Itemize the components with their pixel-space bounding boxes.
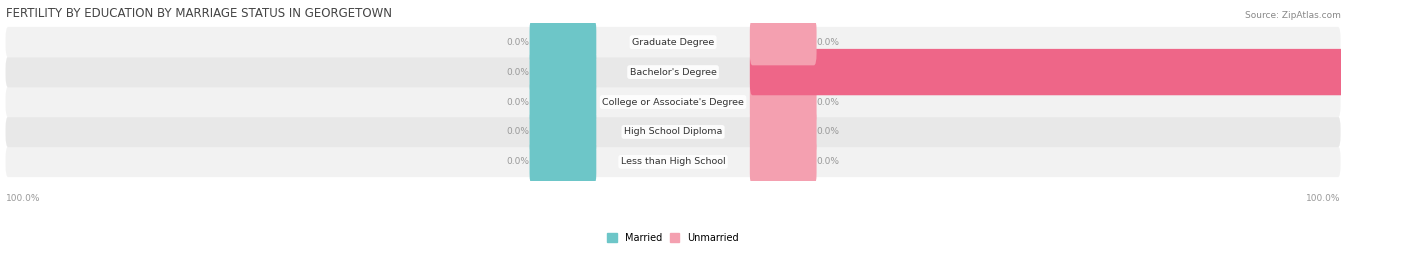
Text: Graduate Degree: Graduate Degree: [631, 38, 714, 47]
Text: 0.0%: 0.0%: [817, 38, 839, 47]
Text: 0.0%: 0.0%: [817, 97, 839, 107]
FancyBboxPatch shape: [6, 57, 1340, 87]
FancyBboxPatch shape: [530, 19, 596, 65]
Text: Less than High School: Less than High School: [621, 157, 725, 166]
Text: 0.0%: 0.0%: [506, 97, 530, 107]
FancyBboxPatch shape: [530, 79, 596, 125]
Text: 0.0%: 0.0%: [817, 157, 839, 166]
Text: Bachelor's Degree: Bachelor's Degree: [630, 68, 717, 77]
FancyBboxPatch shape: [749, 49, 1406, 95]
Text: 0.0%: 0.0%: [506, 38, 530, 47]
Legend: Married, Unmarried: Married, Unmarried: [607, 233, 740, 243]
FancyBboxPatch shape: [749, 139, 817, 185]
FancyBboxPatch shape: [530, 109, 596, 155]
FancyBboxPatch shape: [749, 19, 817, 65]
Text: 0.0%: 0.0%: [506, 128, 530, 136]
FancyBboxPatch shape: [6, 147, 1340, 177]
Text: 0.0%: 0.0%: [817, 128, 839, 136]
Text: Source: ZipAtlas.com: Source: ZipAtlas.com: [1244, 10, 1340, 20]
Text: 0.0%: 0.0%: [506, 68, 530, 77]
Text: FERTILITY BY EDUCATION BY MARRIAGE STATUS IN GEORGETOWN: FERTILITY BY EDUCATION BY MARRIAGE STATU…: [6, 6, 392, 20]
Text: 0.0%: 0.0%: [506, 157, 530, 166]
FancyBboxPatch shape: [749, 109, 817, 155]
FancyBboxPatch shape: [530, 49, 596, 95]
Text: High School Diploma: High School Diploma: [624, 128, 723, 136]
Text: 100.0%: 100.0%: [1306, 194, 1340, 203]
FancyBboxPatch shape: [6, 117, 1340, 147]
FancyBboxPatch shape: [6, 27, 1340, 57]
Text: 100.0%: 100.0%: [6, 194, 41, 203]
FancyBboxPatch shape: [749, 79, 817, 125]
Text: 100.0%: 100.0%: [1376, 68, 1406, 77]
FancyBboxPatch shape: [6, 87, 1340, 117]
FancyBboxPatch shape: [530, 139, 596, 185]
Text: College or Associate's Degree: College or Associate's Degree: [602, 97, 744, 107]
